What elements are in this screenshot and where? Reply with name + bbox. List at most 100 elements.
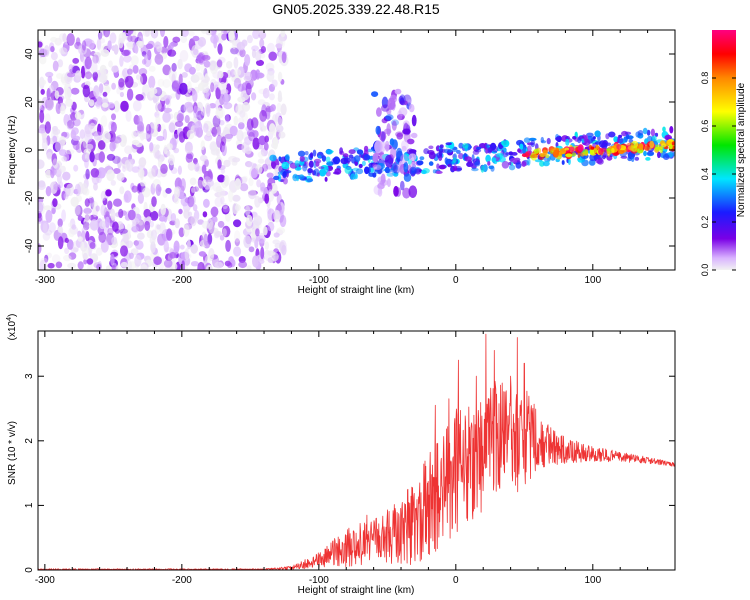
spectrogram-blob-1296 [217, 159, 222, 169]
spectrogram-blob-815 [137, 232, 145, 240]
spectrogram-blob-1868 [403, 161, 409, 173]
spectrogram-blob-1754 [464, 156, 473, 162]
spectrogram-blob-960 [244, 71, 252, 80]
spectrogram-blob-1528 [434, 170, 443, 174]
spectrogram-blob-1486 [348, 149, 356, 155]
spectrogram-blob-1113 [163, 259, 173, 268]
spectrogram-blob-825 [144, 30, 150, 37]
spectrogram-blob-46 [264, 241, 270, 250]
snr-xlabel: Height of straight line (km) [298, 585, 415, 596]
spectrogram-blob-809 [171, 81, 180, 90]
spectrogram-blob-724 [187, 161, 196, 171]
spectrogram-blob-487 [57, 174, 62, 184]
spectrogram-blob-1795 [297, 174, 305, 180]
spectrogram-blob-963 [256, 72, 265, 79]
spectrogram-blob-1658 [561, 160, 565, 165]
spectrogram-blob-1183 [93, 131, 103, 141]
spectrogram-blob-1218 [197, 261, 205, 270]
spectrogram-blob-1851 [406, 138, 415, 145]
spectrogram-blob-129 [138, 157, 147, 168]
spectrogram-blob-1532 [634, 156, 640, 161]
colorbar-label: Normalized spectral amplitude [736, 82, 747, 217]
spectrogram-blob-389 [92, 54, 99, 64]
spectrogram-blob-983 [279, 240, 287, 252]
spec-axes-ytick-label-2: 0 [24, 147, 35, 153]
spectrogram-blob-1211 [234, 230, 241, 243]
spectrogram-blob-1840 [408, 153, 417, 161]
spectrogram-blob-1572 [590, 138, 596, 142]
spectrogram-blob-12 [251, 92, 257, 101]
spectrogram-blob-1799 [325, 156, 331, 163]
spectrogram-blob-1856 [376, 107, 382, 117]
spectrogram-blob-2038 [552, 149, 559, 158]
spectrogram-blob-401 [185, 153, 193, 164]
spectrogram-blob-1102 [45, 209, 53, 223]
spectrogram-blob-1205 [67, 119, 75, 129]
spectrogram-blob-806 [136, 74, 141, 80]
spectrogram-blob-1297 [84, 198, 90, 207]
spectrogram-blob-1543 [304, 151, 309, 156]
spec-axes-ytick-label-1: -20 [24, 190, 35, 205]
spectrogram-blob-1321 [458, 153, 464, 160]
spectrogram-blob-1906 [401, 140, 409, 150]
spectrogram-blob-1188 [93, 76, 98, 82]
spectrogram-blob-1689 [565, 136, 570, 140]
spectrogram-blob-1787 [372, 172, 377, 178]
spectrogram-blob-1072 [119, 186, 125, 195]
spectrogram-blob-1050 [73, 164, 79, 172]
spectrogram-blob-689 [43, 205, 52, 211]
spectrogram-blob-1199 [281, 51, 287, 64]
spectrogram-blob-1328 [646, 129, 651, 136]
spectrogram-blob-2001 [582, 149, 589, 155]
spectrogram-blob-563 [163, 107, 173, 113]
spectrogram-blob-1281 [206, 218, 213, 230]
spec-axes-ytick-label-3: 20 [24, 96, 35, 108]
spectrogram-blob-1027 [100, 240, 109, 253]
spectrogram-blob-1526 [419, 156, 425, 161]
spectrogram-blob-984 [210, 82, 215, 93]
spectrogram-blob-1644 [534, 159, 543, 163]
spectrogram-blob-1145 [187, 81, 192, 93]
spectrogram-blob-351 [145, 123, 152, 135]
spectrogram-blob-1796 [527, 158, 531, 166]
spectrogram-blob-929 [151, 196, 157, 208]
spectrogram-blob-1278 [149, 220, 154, 228]
spectrogram-blob-662 [85, 230, 90, 242]
spectrogram-blob-1192 [276, 227, 286, 234]
spectrogram-blob-1786 [273, 175, 280, 181]
spectrogram-blob-814 [63, 254, 72, 262]
spectrogram-blob-255 [38, 159, 45, 169]
spectrogram-blob-1246 [163, 240, 169, 253]
spectrogram-blob-1806 [462, 143, 469, 149]
spectrogram-blob-1733 [452, 157, 457, 164]
spectrogram-blob-1416 [367, 148, 373, 153]
spectrogram-blob-1696 [297, 150, 306, 157]
spectrogram-blob-924 [106, 169, 115, 182]
spectrogram-blob-993 [240, 183, 249, 192]
spectrogram-blob-1549 [577, 137, 582, 144]
spectrogram-blob-1119 [144, 54, 149, 60]
spectrogram-blob-1241 [236, 41, 246, 51]
spectrogram-blob-610 [84, 71, 93, 80]
snr-axes-xtick-label-3: 0 [453, 575, 459, 586]
spectrogram-blob-1626 [472, 149, 480, 155]
spectrogram-blob-1026 [184, 101, 193, 108]
spectrogram-blob-1073 [230, 47, 239, 55]
spectrogram-blob-1805 [421, 169, 427, 175]
spectrogram-blob-305 [111, 113, 116, 121]
spectrogram-blob-1907 [389, 138, 395, 146]
spectrogram-blob-397 [215, 87, 221, 100]
spectrogram-blob-1283 [275, 43, 283, 49]
spectrogram-blob-605 [165, 98, 170, 105]
snr-panel: -300 -200 -100 0 100 0 1 2 3 Height of straight … [6, 314, 676, 596]
spectrogram-blob-1980 [595, 144, 599, 150]
spectrogram-blob-1765 [519, 143, 524, 150]
spectrogram-blob-1510 [606, 142, 611, 146]
spectrogram-blob-989 [119, 228, 128, 234]
spectrogram-blob-763 [123, 190, 132, 203]
spectrogram-blob-1099 [191, 187, 196, 193]
snr-axes-ytick-label-1: 1 [24, 502, 35, 508]
spectrogram-blob-1834 [395, 147, 403, 159]
spectrogram-blob-1034 [157, 102, 166, 112]
spectrogram-blob-701 [254, 195, 261, 208]
